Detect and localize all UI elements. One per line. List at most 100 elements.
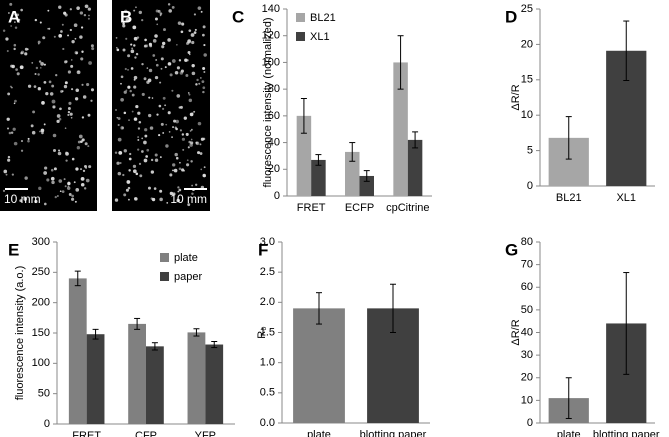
colony — [162, 132, 165, 134]
colony — [159, 81, 162, 84]
colony — [157, 9, 161, 13]
bar — [311, 159, 326, 196]
colony — [31, 61, 34, 64]
y-tick-label: 0.0 — [260, 417, 275, 429]
colony — [40, 62, 44, 66]
y-tick-label: 0 — [527, 180, 533, 192]
colony — [204, 175, 206, 178]
colony — [161, 45, 165, 49]
colony — [127, 69, 129, 71]
colony — [23, 197, 28, 201]
colony — [5, 173, 8, 176]
colony — [125, 37, 128, 40]
colony — [40, 128, 45, 133]
colony — [60, 90, 63, 93]
colony — [187, 39, 191, 44]
colony — [123, 193, 127, 197]
y-axis-label: R₀ — [256, 326, 268, 339]
colony — [143, 44, 147, 48]
x-tick-label: FRET — [72, 430, 101, 437]
colony — [130, 49, 135, 54]
colony — [88, 14, 90, 17]
colony — [127, 186, 131, 190]
colony — [167, 62, 172, 66]
colony — [68, 101, 72, 105]
colony — [64, 185, 67, 188]
scale-bar-label: 10 mm — [170, 192, 207, 206]
colony — [118, 150, 123, 155]
colony — [154, 153, 158, 157]
colony — [166, 201, 169, 204]
colony — [75, 88, 79, 93]
colony — [127, 54, 131, 58]
colony — [13, 102, 16, 105]
colony — [64, 81, 68, 85]
colony — [50, 176, 55, 181]
colony — [125, 188, 129, 192]
colony — [202, 86, 206, 90]
colony — [187, 51, 191, 54]
y-tick-label: 60 — [268, 110, 280, 122]
colony — [3, 169, 8, 174]
colony — [14, 99, 17, 103]
y-tick-label: 0 — [527, 417, 533, 429]
colony — [164, 66, 167, 69]
colony — [38, 60, 42, 63]
colony — [37, 42, 40, 45]
colony — [160, 67, 163, 70]
colony — [181, 22, 185, 26]
colony — [187, 146, 190, 149]
colony — [58, 5, 62, 9]
colony — [27, 137, 30, 140]
colony — [43, 171, 48, 175]
y-tick-label: 250 — [32, 266, 50, 278]
colony — [13, 43, 17, 47]
y-axis-label: fluorescence intensity (a.o.) — [14, 266, 26, 401]
colony — [88, 165, 92, 169]
colony — [24, 47, 28, 51]
colony — [123, 111, 127, 115]
colony — [128, 198, 130, 201]
colony — [58, 149, 61, 152]
colony — [174, 126, 177, 129]
colony — [177, 186, 180, 189]
panel-label: E — [8, 240, 19, 259]
colony — [37, 87, 42, 91]
colony — [159, 14, 162, 17]
colony — [66, 186, 71, 191]
colony — [184, 58, 188, 62]
colony — [44, 202, 47, 206]
colony — [7, 158, 11, 162]
colony — [122, 24, 126, 28]
colony — [199, 152, 203, 155]
colony — [7, 92, 11, 96]
colony — [19, 199, 23, 203]
colony — [190, 33, 195, 37]
colony — [195, 183, 198, 186]
x-tick-label: BL21 — [556, 192, 582, 204]
colony — [122, 48, 126, 52]
colony — [144, 128, 148, 132]
colony — [131, 93, 135, 97]
x-tick-label: blotting paper — [593, 429, 660, 437]
colony — [15, 68, 18, 71]
colony — [14, 13, 16, 16]
colony — [137, 127, 141, 130]
colony — [148, 96, 151, 99]
colony — [114, 151, 118, 154]
colony — [2, 189, 6, 193]
colony — [141, 137, 144, 140]
y-tick-label: 70 — [521, 259, 533, 271]
colony — [188, 53, 191, 56]
colony — [78, 134, 83, 139]
y-tick-label: 20 — [521, 38, 533, 50]
colony — [137, 136, 140, 138]
colony — [45, 92, 49, 96]
y-tick-label: 1.5 — [260, 326, 275, 338]
y-tick-label: 2.0 — [260, 296, 275, 308]
colony — [171, 59, 176, 63]
panel-label: F — [258, 240, 268, 259]
colony — [167, 111, 171, 115]
colony — [158, 104, 162, 108]
y-tick-label: 1.0 — [260, 357, 275, 369]
